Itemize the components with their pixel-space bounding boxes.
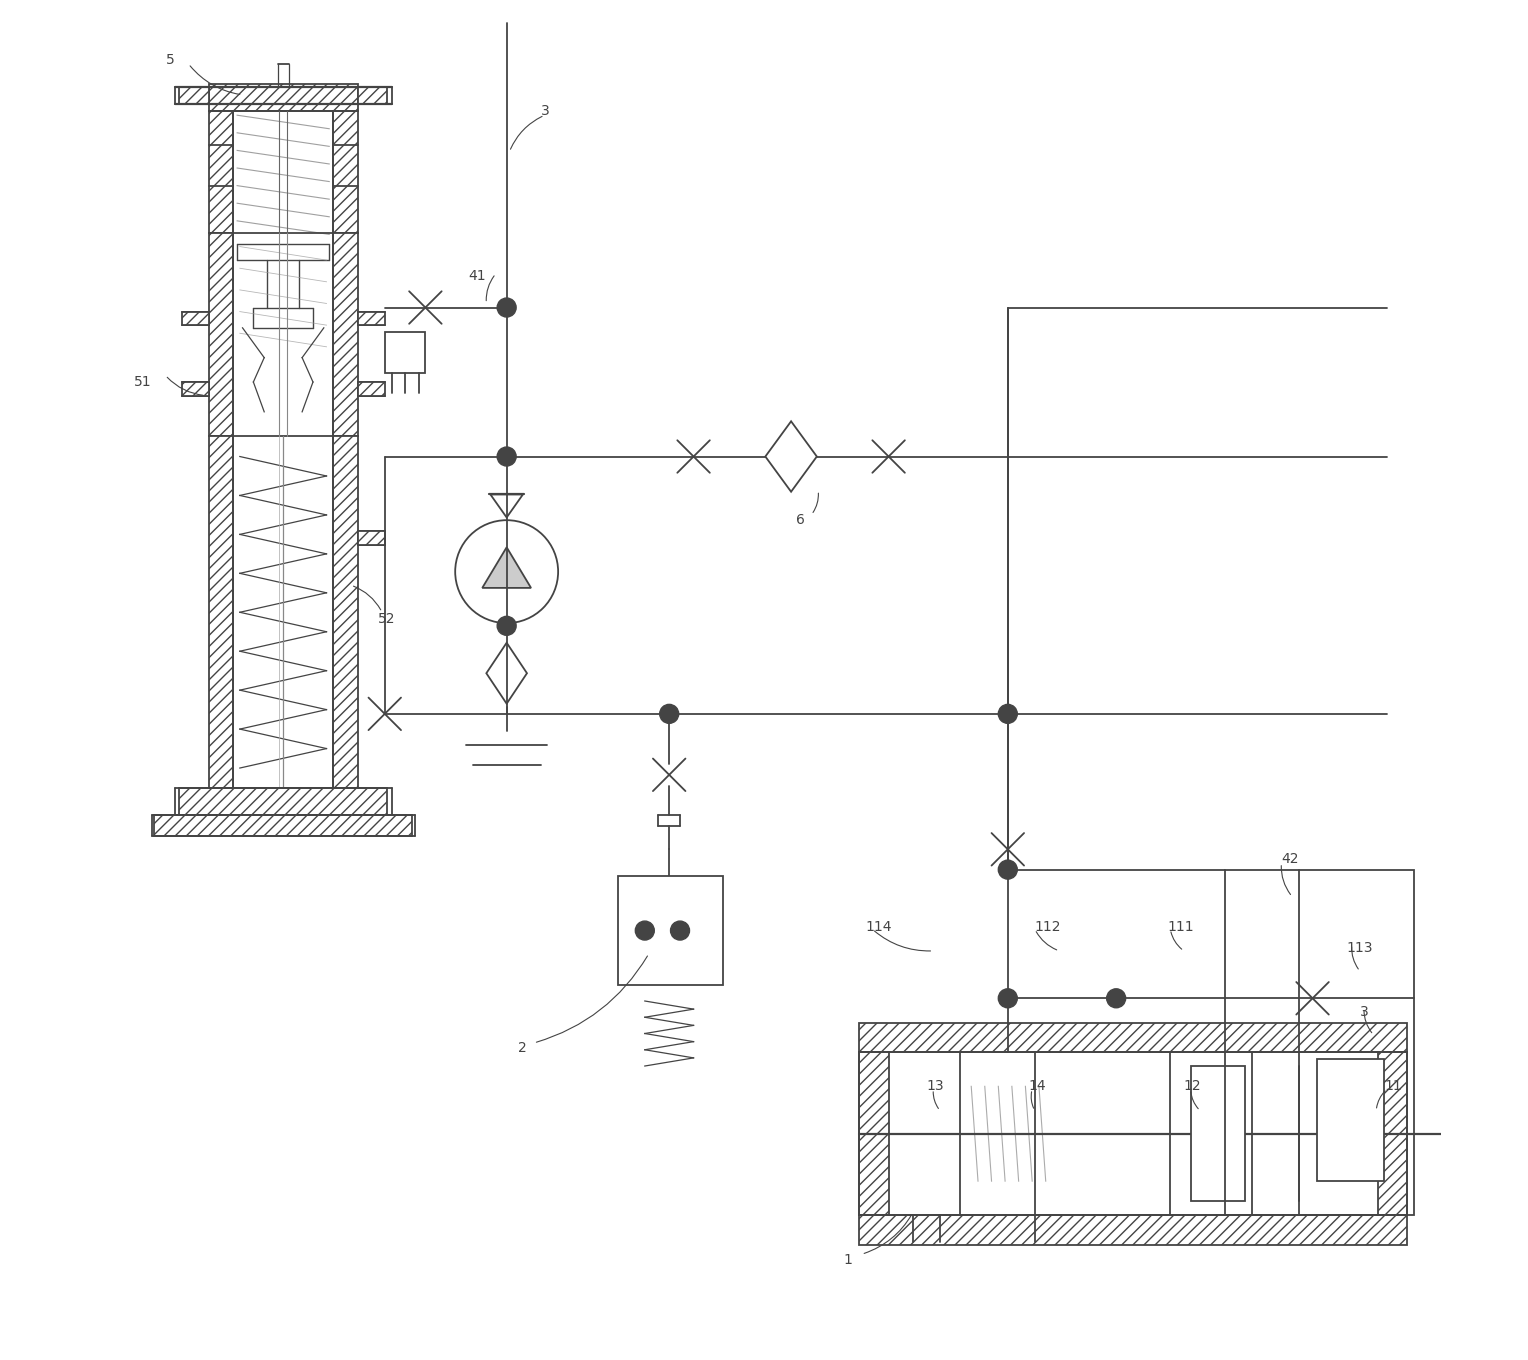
- Bar: [179, 87, 209, 105]
- Text: 13: 13: [926, 1080, 944, 1093]
- Circle shape: [998, 704, 1018, 724]
- Text: 52: 52: [377, 612, 396, 626]
- Bar: [385, 332, 425, 373]
- Bar: [859, 1053, 889, 1214]
- Bar: [209, 233, 234, 437]
- Bar: [617, 876, 723, 985]
- Bar: [179, 789, 388, 816]
- Bar: [358, 382, 385, 396]
- Bar: [358, 311, 385, 325]
- Bar: [358, 530, 385, 544]
- Bar: [182, 311, 209, 325]
- Text: 6: 6: [796, 513, 805, 528]
- Bar: [333, 112, 358, 233]
- Bar: [1224, 869, 1413, 1214]
- Bar: [209, 112, 234, 233]
- Bar: [1378, 1053, 1407, 1214]
- Text: 111: 111: [1167, 919, 1195, 933]
- Bar: [333, 437, 358, 789]
- Text: 112: 112: [1034, 919, 1062, 933]
- Circle shape: [998, 989, 1018, 1008]
- Circle shape: [671, 921, 689, 940]
- Circle shape: [636, 921, 654, 940]
- Bar: [859, 1023, 1407, 1053]
- Bar: [182, 382, 209, 396]
- Text: 41: 41: [469, 269, 486, 283]
- Bar: [209, 437, 234, 789]
- Circle shape: [497, 447, 516, 466]
- Text: 2: 2: [518, 1042, 527, 1055]
- Text: 51: 51: [134, 375, 151, 389]
- Text: 11: 11: [1384, 1080, 1403, 1093]
- Circle shape: [998, 860, 1018, 879]
- Circle shape: [1106, 989, 1126, 1008]
- Circle shape: [497, 298, 516, 317]
- Text: 42: 42: [1282, 851, 1299, 866]
- Circle shape: [660, 704, 678, 724]
- Text: 3: 3: [1360, 1005, 1369, 1019]
- Bar: [209, 84, 358, 112]
- Circle shape: [497, 616, 516, 635]
- Polygon shape: [766, 422, 817, 492]
- Polygon shape: [483, 547, 532, 588]
- Text: 114: 114: [865, 919, 892, 933]
- Bar: [859, 1214, 1407, 1244]
- Bar: [154, 816, 413, 836]
- Bar: [358, 87, 388, 105]
- Bar: [333, 233, 358, 437]
- Text: 5: 5: [167, 53, 174, 67]
- Text: 113: 113: [1346, 941, 1374, 955]
- Bar: [1317, 1059, 1384, 1180]
- Text: 3: 3: [541, 105, 549, 118]
- Text: 12: 12: [1184, 1080, 1201, 1093]
- Text: 1: 1: [843, 1253, 853, 1266]
- Text: 14: 14: [1028, 1080, 1045, 1093]
- Bar: [1190, 1066, 1245, 1201]
